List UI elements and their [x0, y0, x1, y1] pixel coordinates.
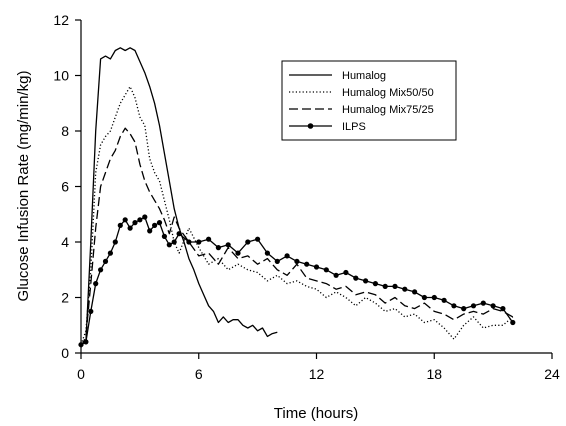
data-point	[510, 319, 516, 326]
x-axis-title: Time (hours)	[274, 405, 358, 422]
data-point	[382, 283, 388, 289]
data-point	[166, 242, 172, 248]
x-tick-label: 24	[544, 366, 560, 382]
data-point	[88, 308, 94, 314]
x-tick-label: 12	[309, 366, 325, 382]
data-point	[470, 303, 477, 309]
y-tick-label: 4	[61, 234, 69, 250]
data-point	[245, 239, 251, 245]
data-point	[156, 220, 163, 226]
legend: Humalog Humalog Mix50/50 Humalog Mix75/25 I…	[281, 60, 457, 141]
data-point	[235, 250, 241, 256]
data-point	[127, 225, 133, 231]
data-point	[122, 217, 128, 223]
data-point	[98, 267, 104, 273]
data-point	[255, 236, 261, 242]
data-point	[147, 228, 153, 234]
data-point	[83, 339, 89, 345]
data-point	[93, 281, 99, 287]
data-point	[152, 222, 158, 228]
data-point	[107, 250, 113, 256]
series-ilps	[78, 214, 516, 348]
data-point	[333, 272, 339, 278]
data-point	[343, 269, 349, 276]
y-tick-label: 10	[53, 68, 69, 84]
y-tick-label: 0	[61, 345, 69, 361]
y-tick-label: 12	[53, 12, 69, 28]
series-humalog-mix50-50	[80, 85, 514, 345]
data-point	[284, 253, 290, 259]
data-point	[196, 239, 202, 245]
data-point	[171, 239, 177, 245]
y-axis-title: Glucose Infusion Rate (mg/min/kg)	[15, 71, 32, 302]
x-tick-label: 0	[77, 366, 85, 382]
y-ticks: 0 2 4 6 8 10 12	[53, 12, 81, 361]
data-point	[480, 300, 486, 306]
y-tick-label: 6	[61, 179, 69, 195]
data-point	[461, 306, 467, 312]
data-point	[215, 245, 221, 251]
legend-label: ILPS	[342, 121, 366, 133]
y-tick-label: 8	[61, 123, 69, 139]
data-point	[142, 214, 148, 220]
x-ticks: 0 6 12 18 24	[77, 353, 560, 382]
series-humalog-mix75-25	[80, 127, 514, 348]
data-point	[137, 217, 143, 223]
data-point	[274, 258, 280, 264]
data-point	[313, 264, 320, 270]
data-point	[372, 281, 378, 287]
data-point	[323, 267, 329, 273]
data-point	[431, 294, 437, 301]
y-tick-label: 2	[61, 290, 69, 306]
data-point	[402, 286, 408, 292]
data-point	[102, 258, 109, 264]
data-point	[264, 250, 270, 256]
data-point	[441, 297, 447, 303]
legend-marker	[307, 123, 314, 129]
data-point	[186, 239, 192, 245]
data-point	[78, 342, 84, 348]
data-point	[112, 239, 118, 245]
data-point	[353, 275, 359, 281]
data-point	[294, 258, 300, 264]
data-point	[304, 261, 310, 267]
data-point	[363, 278, 369, 284]
data-point	[490, 303, 496, 309]
legend-label: Humalog Mix50/50	[342, 87, 434, 99]
series-layer	[78, 47, 516, 348]
data-point	[132, 220, 138, 226]
legend-label: Humalog	[342, 70, 386, 82]
series-line	[80, 127, 514, 348]
data-point	[161, 233, 167, 239]
x-tick-label: 6	[195, 366, 203, 382]
data-point	[392, 283, 398, 289]
data-point	[500, 306, 506, 312]
series-humalog	[80, 47, 278, 346]
data-point	[421, 294, 427, 301]
data-point	[451, 303, 457, 309]
data-point	[412, 289, 418, 295]
data-point	[117, 222, 123, 228]
legend-label: Humalog Mix75/25	[342, 104, 434, 116]
x-tick-label: 18	[426, 366, 442, 382]
series-line	[80, 47, 278, 346]
data-point	[225, 242, 231, 248]
data-point	[206, 236, 212, 242]
data-point	[176, 231, 182, 237]
series-line	[80, 85, 514, 345]
